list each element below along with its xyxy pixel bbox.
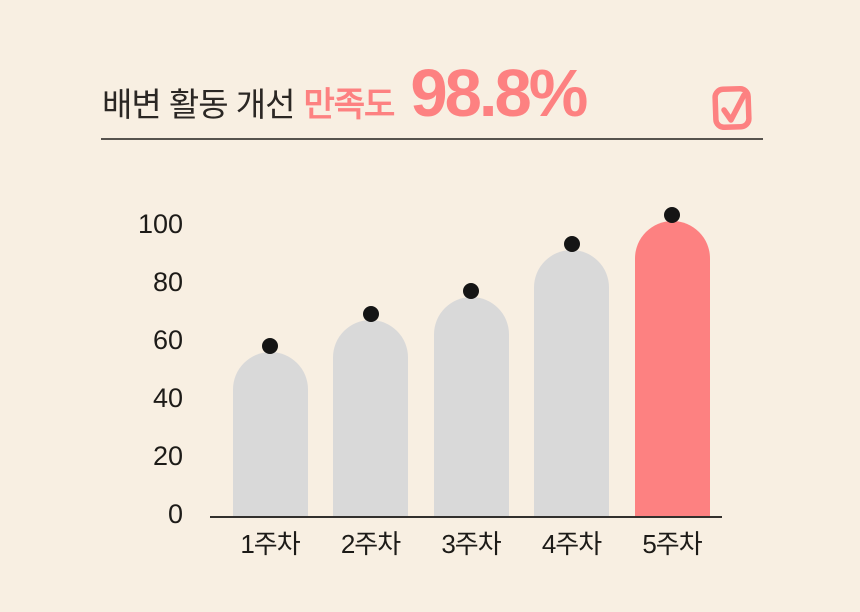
x-tick-label: 1주차 [240,529,300,559]
header: 배변 활동 개선 만족도 98.8% [102,56,588,131]
page-title: 배변 활동 개선 [102,86,295,123]
bar-week-4 [534,236,609,517]
x-tick-label: 4주차 [541,529,602,559]
x-tick-label: 3주차 [441,529,501,559]
y-tick-label: 80 [152,267,183,297]
checked-checkbox-icon [712,85,752,130]
y-tick-label: 40 [152,383,183,413]
bar-week-3 [433,283,509,517]
x-axis-line [210,516,722,518]
y-axis: 0 20 40 60 80 100 [0,200,183,540]
x-tick-label: 2주차 [340,529,401,559]
marker-dot [664,207,680,223]
bar-chart-plot-area [210,200,722,517]
marker-dot [362,306,379,322]
y-tick-label: 100 [137,209,183,239]
bar-week-5 [634,207,710,517]
header-divider [101,138,763,140]
headline-percentage: 98.8% [410,56,588,131]
marker-dot [463,283,479,299]
y-tick-label: 20 [152,441,183,471]
x-axis-labels: 1주차 2주차 3주차 4주차 5주차 [210,528,722,562]
marker-dot [262,338,278,354]
y-tick-label: 0 [167,499,183,529]
x-tick-label: 5주차 [642,529,702,559]
title-highlight: 만족도 [303,86,396,124]
bar-week-1 [232,338,308,517]
y-tick-label: 60 [152,325,183,355]
bar-week-2 [333,306,408,517]
marker-dot [563,236,580,252]
